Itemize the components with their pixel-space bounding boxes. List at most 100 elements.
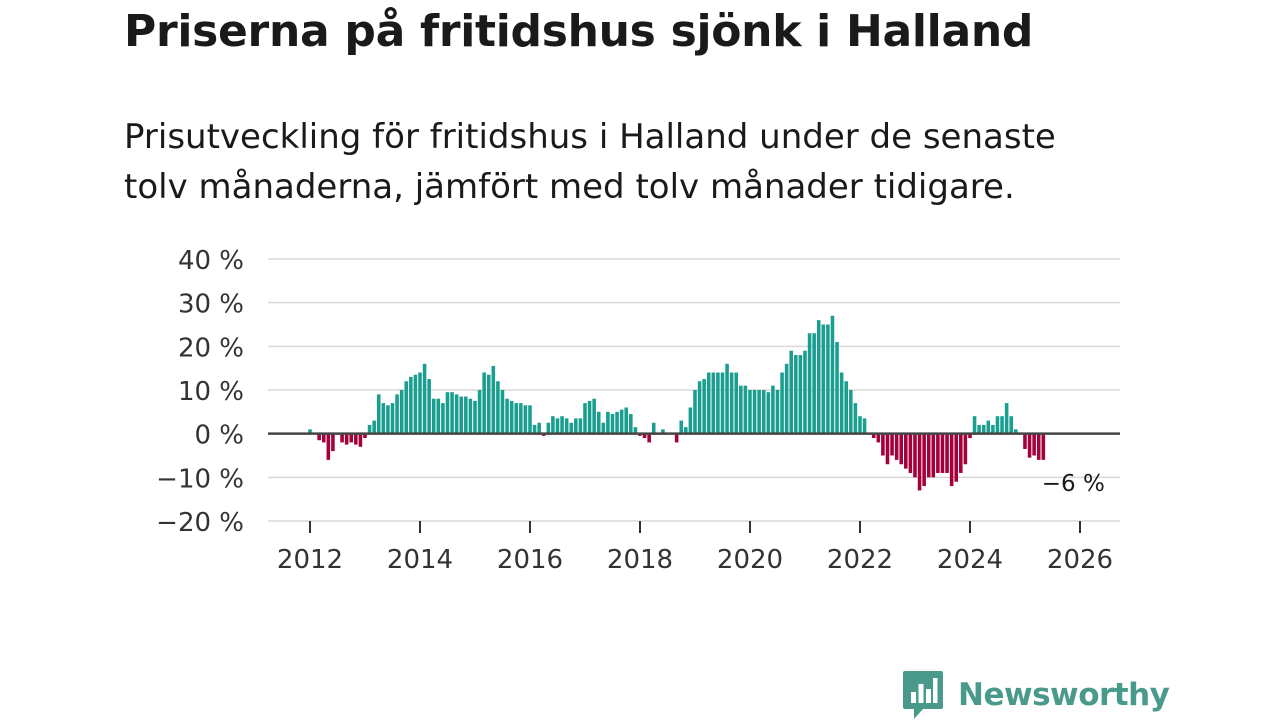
bar bbox=[1023, 433, 1027, 449]
bar bbox=[1032, 433, 1036, 456]
bar bbox=[734, 372, 739, 434]
bar bbox=[839, 372, 844, 434]
bar bbox=[936, 433, 940, 473]
y-axis: −20 % −10 % 0 % 10 % 20 % 30 % 40 % bbox=[156, 246, 244, 538]
bar bbox=[679, 420, 684, 434]
bar bbox=[372, 420, 376, 434]
bar bbox=[514, 403, 519, 434]
page-title: Priserna på fritidshus sjönk i Halland bbox=[124, 6, 1034, 57]
x-axis: 2012 2014 2016 2018 2020 2022 2024 2026 bbox=[277, 521, 1113, 575]
bar bbox=[890, 433, 894, 456]
bar bbox=[784, 363, 789, 434]
bar bbox=[592, 398, 596, 434]
bar bbox=[647, 433, 651, 443]
bar bbox=[894, 433, 899, 460]
bar bbox=[532, 424, 537, 434]
bar bbox=[445, 392, 450, 434]
bar bbox=[560, 416, 564, 434]
bar bbox=[922, 433, 926, 487]
bar bbox=[959, 433, 963, 473]
bar bbox=[505, 398, 509, 434]
page-subtitle: Prisutveckling för fritidshus i Halland … bbox=[124, 117, 1056, 207]
bar bbox=[729, 372, 734, 434]
bar bbox=[482, 372, 486, 434]
bar bbox=[949, 433, 954, 487]
bar bbox=[1014, 429, 1018, 434]
bar bbox=[509, 400, 514, 434]
x-tick-label: 2018 bbox=[607, 545, 673, 575]
bar bbox=[986, 420, 991, 434]
bar bbox=[615, 411, 619, 434]
bar bbox=[821, 324, 826, 434]
bar bbox=[326, 433, 331, 460]
bar bbox=[743, 385, 748, 434]
bar bbox=[496, 381, 500, 434]
bar bbox=[523, 405, 528, 434]
bar bbox=[468, 398, 473, 434]
bar bbox=[725, 363, 729, 434]
bar bbox=[358, 433, 363, 447]
bar bbox=[578, 418, 583, 434]
bar bbox=[441, 403, 445, 434]
bar bbox=[780, 372, 784, 434]
bar bbox=[771, 385, 775, 434]
last-value-annotation: −6 % bbox=[1042, 471, 1105, 497]
bar bbox=[486, 374, 491, 434]
bar bbox=[537, 422, 541, 434]
x-tick-label: 2012 bbox=[277, 545, 343, 575]
y-tick-label: −10 % bbox=[156, 464, 244, 494]
bar bbox=[798, 355, 803, 434]
bar bbox=[409, 376, 413, 434]
bar bbox=[963, 433, 968, 465]
bar bbox=[404, 381, 409, 434]
bar bbox=[399, 390, 404, 434]
bar bbox=[381, 403, 386, 434]
bar bbox=[904, 433, 908, 469]
bar bbox=[849, 390, 853, 434]
bar bbox=[807, 333, 812, 434]
bar bbox=[752, 390, 757, 434]
bar bbox=[702, 379, 706, 434]
bar bbox=[995, 416, 1000, 434]
bar bbox=[693, 390, 697, 434]
bar bbox=[376, 394, 381, 434]
bar bbox=[1041, 433, 1046, 460]
bar bbox=[739, 385, 743, 434]
bar bbox=[876, 433, 881, 443]
bar bbox=[794, 355, 798, 434]
bar bbox=[413, 374, 418, 434]
bar bbox=[871, 433, 876, 439]
bar bbox=[431, 398, 436, 434]
x-tick-label: 2022 bbox=[827, 545, 893, 575]
y-tick-label: 10 % bbox=[178, 377, 244, 407]
bar bbox=[587, 400, 592, 434]
bar bbox=[830, 315, 835, 434]
bar bbox=[1000, 416, 1004, 434]
bar bbox=[555, 418, 560, 434]
bar bbox=[390, 403, 395, 434]
y-tick-label: −20 % bbox=[156, 508, 244, 538]
bar bbox=[454, 394, 459, 434]
bar bbox=[427, 379, 431, 434]
bar bbox=[477, 390, 482, 434]
bar bbox=[748, 390, 752, 434]
bar bbox=[519, 403, 523, 434]
bar bbox=[418, 372, 422, 434]
bar bbox=[1036, 433, 1041, 460]
bar bbox=[564, 418, 569, 434]
bar bbox=[349, 433, 354, 443]
x-tick-label: 2014 bbox=[387, 545, 453, 575]
bar bbox=[340, 433, 344, 443]
bar bbox=[913, 433, 917, 478]
bar bbox=[491, 365, 496, 434]
bar bbox=[862, 418, 867, 434]
bar bbox=[629, 414, 633, 434]
bar bbox=[720, 372, 725, 434]
bar bbox=[606, 411, 610, 434]
bar bbox=[945, 433, 949, 473]
bar bbox=[661, 429, 665, 434]
bar bbox=[835, 341, 839, 434]
bar bbox=[674, 433, 679, 443]
bar bbox=[766, 392, 771, 434]
